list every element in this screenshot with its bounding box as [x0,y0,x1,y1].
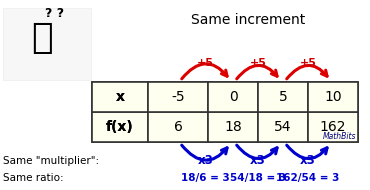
Text: x: x [115,90,124,104]
Text: -5: -5 [171,90,185,104]
Bar [148,82,208,112]
Text: MathBits: MathBits [323,132,356,141]
Text: 18: 18 [224,120,242,134]
Text: x: x [115,90,124,104]
Text: 🐺: 🐺 [31,21,53,55]
Bar [208,82,268,112]
Text: Same ratio:: Same ratio: [3,173,64,183]
Text: x3: x3 [250,154,266,168]
Bar [148,112,208,142]
Bar [92,112,148,142]
Text: 162/54 = 3: 162/54 = 3 [276,173,340,183]
Text: Same "multiplier":: Same "multiplier": [3,156,99,166]
Bar [92,82,148,112]
Text: ? ?: ? ? [46,7,64,20]
Bar [148,112,208,142]
Text: x3: x3 [300,154,316,168]
Bar [258,112,308,142]
Text: 6: 6 [174,120,182,134]
Bar [268,112,358,142]
Bar [208,82,258,112]
Text: f(x): f(x) [106,120,134,134]
Bar [92,112,148,142]
Text: Same increment: Same increment [191,13,305,27]
Text: 5: 5 [279,90,287,104]
Text: 54: 54 [274,120,292,134]
Bar [148,82,208,112]
Text: 0: 0 [229,90,238,104]
Text: f(x): f(x) [106,120,134,134]
Text: +5: +5 [300,58,316,68]
Bar [208,112,258,142]
Bar [268,82,358,112]
Bar [258,82,308,112]
Bar [92,82,148,112]
Text: +5: +5 [249,58,266,68]
Bar [308,112,358,142]
Text: +5: +5 [197,58,214,68]
Text: 162: 162 [320,120,346,134]
Bar [3,8,91,80]
Text: x3: x3 [198,154,213,168]
Bar [208,112,268,142]
Text: 10: 10 [324,90,342,104]
Text: 54/18 = 3: 54/18 = 3 [230,173,286,183]
Bar [308,82,358,112]
Text: 18/6 = 3: 18/6 = 3 [181,173,230,183]
